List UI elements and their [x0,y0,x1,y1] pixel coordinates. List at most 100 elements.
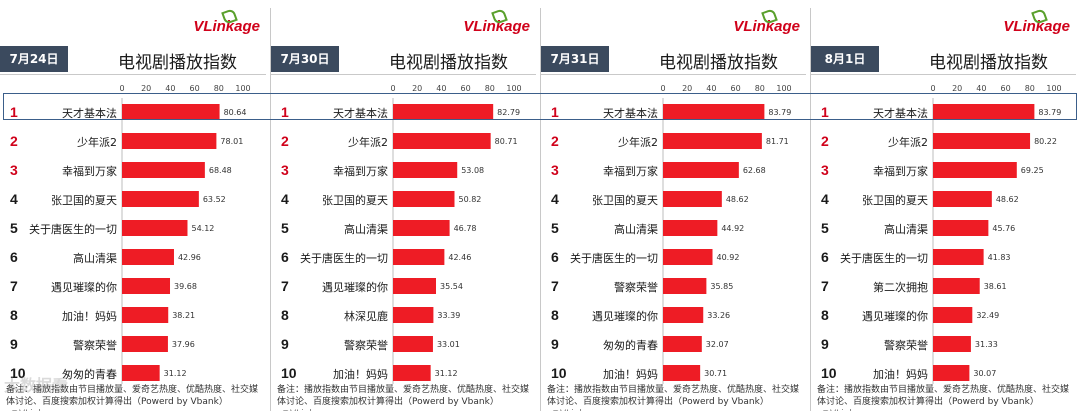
footnote: 备注：播放指数由节目播放量、爱奇艺热度、优酷热度、社交媒体讨论、百度搜索加权计算… [817,384,1073,411]
category-label: 幸福到万家 [62,165,117,178]
data-label: 48.62 [726,195,749,204]
data-label: 53.08 [461,166,484,175]
category-label: 关于唐医生的一切 [29,223,117,236]
bar [663,249,713,265]
category-label: 幸福到万家 [333,165,388,178]
bar [393,220,450,236]
category-label: 少年派2 [348,136,388,149]
x-tick-label: 100 [506,84,521,93]
rank-number: 6 [10,249,18,265]
bar-chart: 0 20 40 60 80 100 80.64 78.01 68.48 63.52 54.12 42.… [119,84,251,384]
data-label: 33.39 [437,311,460,320]
data-label: 35.85 [710,282,733,291]
x-tick-label: 60 [461,84,471,93]
footnote: 备注：播放指数由节目播放量、爱奇艺热度、优酷热度、社交媒体讨论、百度搜索加权计算… [277,384,533,411]
header-divider [0,74,266,75]
rank-number: 9 [281,336,289,352]
data-label: 31.12 [435,369,458,378]
footnote: 备注：播放指数由节目播放量、爱奇艺热度、优酷热度、社交媒体讨论、百度搜索加权计算… [6,384,262,411]
data-label: 45.76 [992,224,1015,233]
rank-number: 9 [821,336,829,352]
data-label: 44.92 [721,224,744,233]
data-label: 80.64 [224,108,247,117]
data-label: 54.12 [191,224,214,233]
x-tick-label: 0 [660,84,665,93]
x-tick-label: 0 [390,84,395,93]
rank-number: 7 [551,278,559,294]
category-label: 幸福到万家 [873,165,928,178]
category-label: 天才基本法 [333,107,388,120]
category-label: 匆匆的青春 [62,368,117,381]
category-label: 关于唐医生的一切 [840,252,928,265]
header-divider [811,74,1076,75]
weibo-handle: @VLinkage [10,409,60,411]
bar [933,249,984,265]
bar [393,336,433,352]
bar [122,162,205,178]
rank-number: 5 [551,220,559,236]
rank-number: 8 [281,307,289,323]
data-label: 63.52 [203,195,226,204]
rank-number: 10 [551,365,567,381]
data-label: 42.96 [178,253,201,262]
category-label: 遇见璀璨的你 [51,281,117,294]
x-tick-label: 40 [706,84,716,93]
data-label: 33.01 [437,340,460,349]
data-label: 80.22 [1034,137,1057,146]
date-badge: 7月30日 [271,46,339,72]
rank-number: 4 [821,191,829,207]
x-tick-label: 60 [731,84,741,93]
x-tick-label: 100 [235,84,250,93]
chart-title: 电视剧播放指数 [118,53,237,73]
data-label: 83.79 [1038,108,1061,117]
data-label: 30.71 [704,369,727,378]
rank-number: 1 [551,104,559,120]
footnote-text: 备注：播放指数由节目播放量、爱奇艺热度、优酷热度、社交媒体讨论、百度搜索加权计算… [817,385,1070,407]
header-divider [271,74,536,75]
data-label: 31.33 [975,340,998,349]
data-label: 30.07 [973,369,996,378]
data-label: 35.54 [440,282,463,291]
data-label: 32.07 [706,340,729,349]
bar [393,278,437,294]
category-label: 张卫国的夏天 [862,194,928,207]
category-label: 幸福到万家 [603,165,658,178]
data-label: 82.79 [497,108,520,117]
data-label: 50.82 [458,195,481,204]
bar [933,220,989,236]
category-label: 天才基本法 [62,107,117,120]
category-label: 遇见璀璨的你 [322,281,388,294]
bar [663,307,704,323]
data-label: 33.26 [707,311,730,320]
rank-number: 7 [10,278,18,294]
chart-title: 电视剧播放指数 [389,53,508,73]
footnote: 备注：播放指数由节目播放量、爱奇艺热度、优酷热度、社交媒体讨论、百度搜索加权计算… [547,384,803,411]
bar [393,162,458,178]
brand-logo: VLinkage [733,8,800,35]
rank-number: 2 [551,133,559,149]
category-label: 高山清渠 [614,223,658,236]
rank-number: 10 [281,365,297,381]
x-tick-label: 20 [682,84,692,93]
data-label: 80.71 [495,137,518,146]
data-label: 48.62 [996,195,1019,204]
header-divider [541,74,806,75]
weibo-handle: @VLinkage [551,409,601,411]
rank-number: 3 [281,162,289,178]
bar [663,133,762,149]
category-label: 少年派2 [77,136,117,149]
bar [663,104,765,120]
x-tick-label: 100 [776,84,791,93]
bar [663,336,702,352]
category-label: 警察荣誉 [73,339,117,352]
category-label: 加油！妈妈 [873,368,928,381]
x-tick-label: 20 [141,84,151,93]
chart-panel: VLinkage 7月24日 电视剧播放指数 0 20 40 60 80 100 80.64 78.… [0,8,266,411]
rank-number: 2 [10,133,18,149]
date-badge: 7月31日 [541,46,609,72]
bar-chart: 0 20 40 60 80 100 83.79 81.71 62.68 48.62 44.92 40.… [660,84,792,384]
data-label: 46.78 [454,224,477,233]
category-label: 加油！妈妈 [603,368,658,381]
brand-logo: VLinkage [193,8,260,35]
rank-number: 7 [281,278,289,294]
